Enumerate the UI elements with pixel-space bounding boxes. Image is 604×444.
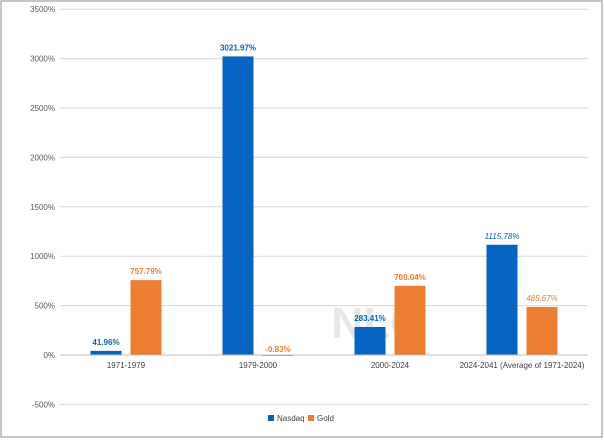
bar-nasdaq-3 [486, 244, 518, 355]
legend-label-nasdaq: Nasdaq [277, 414, 305, 423]
data-label: 41.96% [92, 338, 119, 347]
y-tick-label: 2500% [30, 104, 55, 113]
data-label: 3021.97% [220, 43, 256, 52]
y-tick-label: 0% [43, 351, 55, 360]
data-label: 1115.78% [485, 232, 520, 241]
data-label: 700.04% [394, 273, 426, 282]
bar-nasdaq-1 [222, 56, 254, 356]
data-label: 757.79% [130, 267, 162, 276]
y-tick-label: 500% [35, 302, 55, 311]
y-tick-label: 2000% [30, 153, 55, 162]
data-label: 283.41% [354, 314, 386, 323]
y-tick-label: 3000% [30, 55, 55, 64]
bar-gold-2 [394, 285, 426, 355]
legend-swatch-nasdaq [268, 415, 274, 421]
legend: Nasdaq Gold [268, 414, 334, 423]
x-category-label: 1971-1979 [107, 361, 146, 370]
legend-swatch-gold [308, 415, 314, 421]
bar-nasdaq-2 [354, 326, 386, 355]
x-category-label: 2000-2024 [371, 361, 410, 370]
x-category-label: 1979-2000 [239, 361, 278, 370]
bars [90, 56, 558, 356]
bar-gold-0 [130, 280, 162, 355]
y-tick-label: 1500% [30, 203, 55, 212]
y-tick-label: 1000% [30, 252, 55, 261]
bar-nasdaq-0 [90, 350, 122, 355]
bar-gold-3 [526, 307, 558, 355]
y-tick-label: 3500% [30, 5, 55, 14]
legend-label-gold: Gold [317, 414, 334, 423]
y-tick-label: -500% [32, 400, 55, 409]
x-category-label: 2024-2041 (Average of 1971-2024) [460, 361, 585, 370]
data-labels: 41.96% 757.79% 3021.97% -0.83% 283.41% 700.04… [92, 43, 557, 354]
data-label: 485.67% [526, 294, 558, 303]
data-label: -0.83% [265, 345, 290, 354]
axes: -500% 0% 500% 1000% 1500% 2000% 2500% 3000% 3500… [30, 5, 588, 409]
